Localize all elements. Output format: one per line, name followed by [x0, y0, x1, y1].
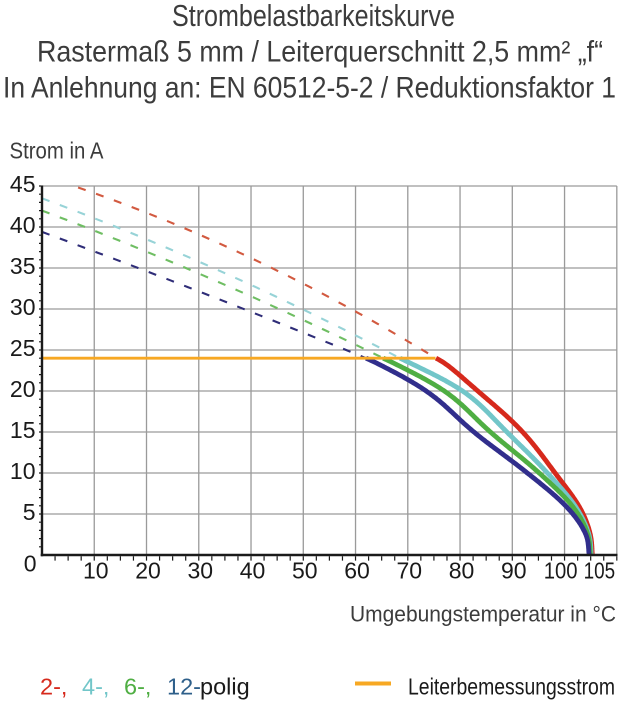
svg-text:6-,: 6-, — [124, 674, 151, 700]
svg-text:90: 90 — [501, 558, 527, 584]
svg-text:Umgebungstemperatur in °C: Umgebungstemperatur in °C — [350, 602, 616, 627]
svg-text:2-,: 2-, — [40, 674, 67, 700]
svg-text:35: 35 — [10, 253, 36, 279]
svg-text:polig: polig — [200, 674, 250, 700]
svg-text:30: 30 — [10, 294, 36, 320]
svg-text:70: 70 — [397, 558, 423, 584]
svg-text:105: 105 — [584, 558, 616, 584]
svg-text:60: 60 — [344, 558, 370, 584]
svg-text:30: 30 — [188, 558, 214, 584]
svg-text:25: 25 — [10, 335, 36, 361]
svg-text:10: 10 — [10, 458, 36, 484]
svg-text:80: 80 — [449, 558, 475, 584]
svg-text:40: 40 — [10, 212, 36, 238]
svg-text:Strombelastbarkeitskurve: Strombelastbarkeitskurve — [172, 0, 455, 33]
svg-text:15: 15 — [10, 417, 36, 443]
svg-text:In Anlehnung an: EN 60512-5-2: In Anlehnung an: EN 60512-5-2 / Reduktio… — [3, 72, 616, 105]
svg-text:Strom in A: Strom in A — [10, 138, 105, 164]
svg-text:20: 20 — [135, 558, 161, 584]
svg-text:12-: 12- — [167, 674, 201, 700]
svg-text:20: 20 — [10, 376, 36, 402]
svg-text:10: 10 — [83, 558, 109, 584]
svg-text:5: 5 — [23, 499, 36, 525]
svg-text:0: 0 — [24, 551, 37, 577]
svg-text:4-,: 4-, — [82, 674, 109, 700]
svg-text:40: 40 — [240, 558, 266, 584]
svg-text:45: 45 — [10, 171, 36, 197]
svg-text:100: 100 — [544, 558, 578, 584]
svg-text:Rastermaß 5 mm / Leiterquersch: Rastermaß 5 mm / Leiterquerschnitt 2,5 m… — [37, 36, 603, 69]
svg-text:Leiterbemessungsstrom: Leiterbemessungsstrom — [408, 674, 615, 700]
svg-text:50: 50 — [292, 558, 318, 584]
